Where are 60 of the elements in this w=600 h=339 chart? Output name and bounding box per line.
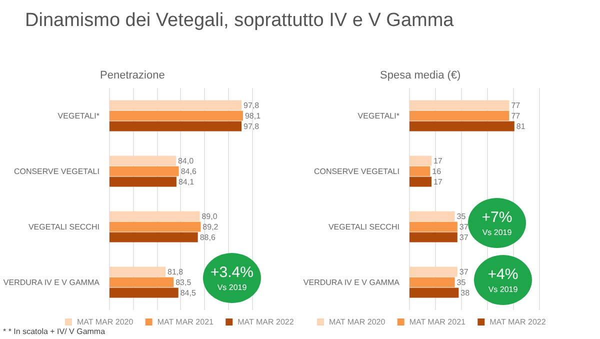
data-label: 17 [433,177,443,186]
legend-label: MAT MAR 2020 [329,318,386,326]
y-tick-label: VERDURA IV E V GAMMA [3,278,100,287]
bar [409,277,455,288]
data-label: 97,8 [244,122,260,131]
text: * * In scatola + IV/ V Gamma [3,327,106,336]
bar [409,100,510,110]
data-label: 84,5 [180,288,196,298]
data-label: 35 [456,212,466,221]
data-label: 84,6 [180,166,197,176]
chart-title: Dinamismo dei Vetegali, soprattutto IV e V Gamma [25,10,454,31]
y-tick-label: CONSERVE VEGETALI [314,166,400,176]
data-label: 97,8 [244,100,260,110]
y-tick-label: VEGETALI SECCHI [28,222,100,232]
y-tick-label: CONSERVE VEGETALI [14,166,100,176]
annotation: +3.4% Vs 2019 [210,263,254,293]
data-label: 35 [456,278,466,287]
circle-badge: +3.4% Vs 2019 [203,253,261,303]
bar [409,232,458,242]
bar [409,266,458,277]
data-label: 81 [516,122,526,131]
bar [409,110,510,121]
data-label: 37 [459,267,469,276]
data-label: 37 [459,222,469,232]
data-label: 84,1 [178,177,195,186]
data-label: 38 [460,288,470,298]
legend-label: MAT MAR 2022 [490,318,546,326]
circle-badge: +4% Vs 2019 [474,255,532,305]
bar [409,166,430,176]
bar [409,121,514,132]
legend-label: MAT MAR 2022 [238,318,294,326]
chart-subtitle: Penetrazione [100,70,165,82]
annotation: +4% Vs 2019 [488,265,518,295]
y-tick-label: VEGETALI* [358,111,400,120]
data-label: 17 [433,156,443,166]
data-label: 77 [511,100,521,110]
data-label: 37 [459,232,469,242]
bar [409,211,455,222]
data-label: 89,0 [202,212,218,221]
data-label: 83,5 [176,278,192,287]
data-label: 89,2 [202,222,219,232]
chart-title: Spesa media (€) [380,70,461,82]
bar [409,222,458,232]
circle-badge: +7% Vs 2019 [468,198,526,248]
annotation: +7% Vs 2019 [482,208,512,238]
bar [409,288,459,298]
y-tick-label: VERDURA IV E V GAMMA [303,278,400,287]
bar [409,156,432,166]
data-label: 77 [511,111,521,120]
legend-label: MAT MAR 2020 [77,318,134,326]
data-label: 84,0 [178,156,194,166]
y-tick-label: VEGETALI* [58,111,100,120]
y-tick-label: VEGETALI SECCHI [328,222,400,232]
data-label: 98,1 [244,111,262,120]
data-label: 81,8 [168,267,184,276]
legend-label: MAT MAR 2021 [157,318,214,326]
legend-label: MAT MAR 2021 [409,318,466,326]
data-label: 16 [432,166,442,176]
data-label: 88,6 [200,232,216,242]
bar [409,176,432,187]
